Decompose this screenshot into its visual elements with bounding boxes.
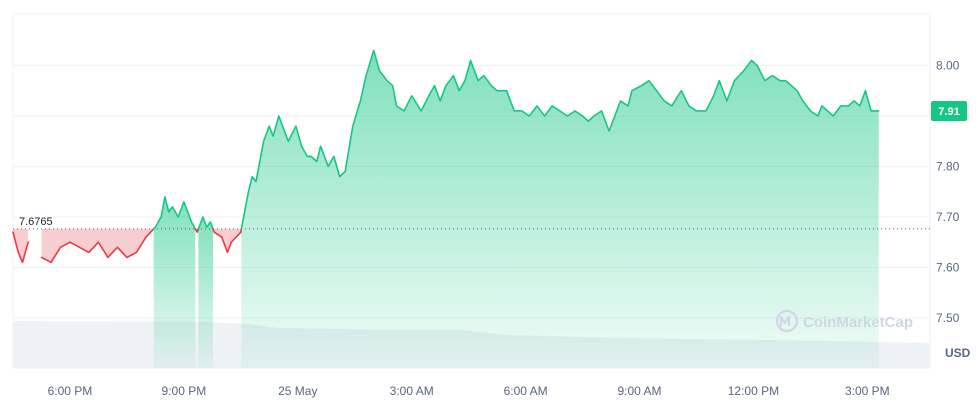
x-tick-label: 12:00 PM [728,384,779,398]
coinmarketcap-watermark: CoinMarketCap [775,309,913,333]
price-line-down [194,228,200,233]
price-line-down [212,228,243,254]
price-area-down [41,228,154,263]
open-price-label: 7.6765 [19,216,53,228]
watermark-text: CoinMarketCap [803,314,913,331]
price-lines [12,49,880,264]
price-area-up [198,217,213,368]
y-tick-label: 7.50 [936,311,960,325]
y-axis: 7.507.607.707.807.908.00 [936,59,960,326]
price-line-down [12,231,29,264]
price-area-down [213,228,242,253]
x-tick-label: 3:00 PM [845,384,890,398]
price-areas [13,50,879,369]
last-price-value: 7.91 [938,106,959,118]
x-tick-label: 6:00 PM [48,384,93,398]
x-tick-label: 25 May [278,384,317,398]
price-line-up [197,216,214,230]
price-line-up [240,49,880,230]
coinmarketcap-logo-icon [775,309,799,333]
price-area-up [153,196,196,368]
y-tick-label: 7.80 [936,160,960,174]
x-tick-label: 3:00 AM [390,384,434,398]
last-price-badge: 7.91 [931,100,967,121]
price-line-up [152,196,197,230]
logo-mark [780,316,790,326]
price-line-down [40,228,155,264]
x-tick-label: 6:00 AM [504,384,548,398]
x-tick-label: 9:00 PM [162,384,207,398]
y-tick-label: 7.70 [936,210,960,224]
y-tick-label: 8.00 [936,59,960,73]
y-tick-label: 7.60 [936,261,960,275]
price-area-up [241,50,879,369]
last-price-badge-bg [931,100,967,121]
x-tick-label: 9:00 AM [618,384,662,398]
currency-label: USD [945,346,971,360]
logo-ring [775,309,799,333]
x-axis: 6:00 PM 9:00 PM 25 May 3:00 AM 6:00 AM 9:00 A… [48,384,890,398]
